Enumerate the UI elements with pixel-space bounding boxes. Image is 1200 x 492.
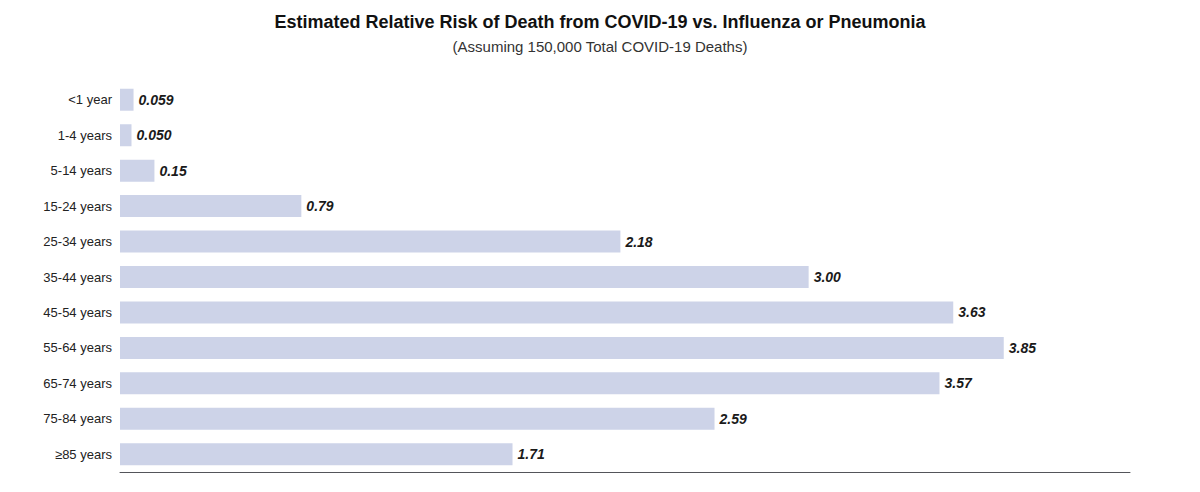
svg-text:<1 year: <1 year — [68, 92, 112, 107]
svg-text:(Assuming 150,000 Total COVID-: (Assuming 150,000 Total COVID-19 Deaths) — [453, 38, 748, 55]
svg-text:Estimated Relative Risk of Dea: Estimated Relative Risk of Death from CO… — [274, 12, 926, 32]
svg-text:3.85: 3.85 — [1009, 340, 1036, 356]
svg-text:3.57: 3.57 — [944, 375, 972, 391]
svg-text:3.00: 3.00 — [814, 269, 841, 285]
svg-text:55-64 years: 55-64 years — [43, 340, 112, 355]
svg-text:0.050: 0.050 — [136, 127, 171, 143]
svg-text:1-4 years: 1-4 years — [58, 128, 113, 143]
svg-text:0.15: 0.15 — [159, 163, 186, 179]
svg-text:35-44 years: 35-44 years — [43, 270, 112, 285]
svg-text:5-14 years: 5-14 years — [51, 163, 113, 178]
svg-text:2.18: 2.18 — [624, 234, 652, 250]
svg-text:2.59: 2.59 — [719, 411, 747, 427]
svg-text:0.059: 0.059 — [139, 92, 174, 108]
svg-text:1.71: 1.71 — [518, 446, 545, 462]
svg-text:45-54 years: 45-54 years — [43, 305, 112, 320]
svg-text:0.79: 0.79 — [306, 198, 333, 214]
svg-text:65-74 years: 65-74 years — [43, 376, 112, 391]
svg-text:3.63: 3.63 — [958, 304, 985, 320]
svg-text:25-34 years: 25-34 years — [43, 234, 112, 249]
svg-text:15-24 years: 15-24 years — [43, 199, 112, 214]
svg-text:≥85 years: ≥85 years — [55, 447, 112, 462]
svg-text:75-84 years: 75-84 years — [43, 411, 112, 426]
